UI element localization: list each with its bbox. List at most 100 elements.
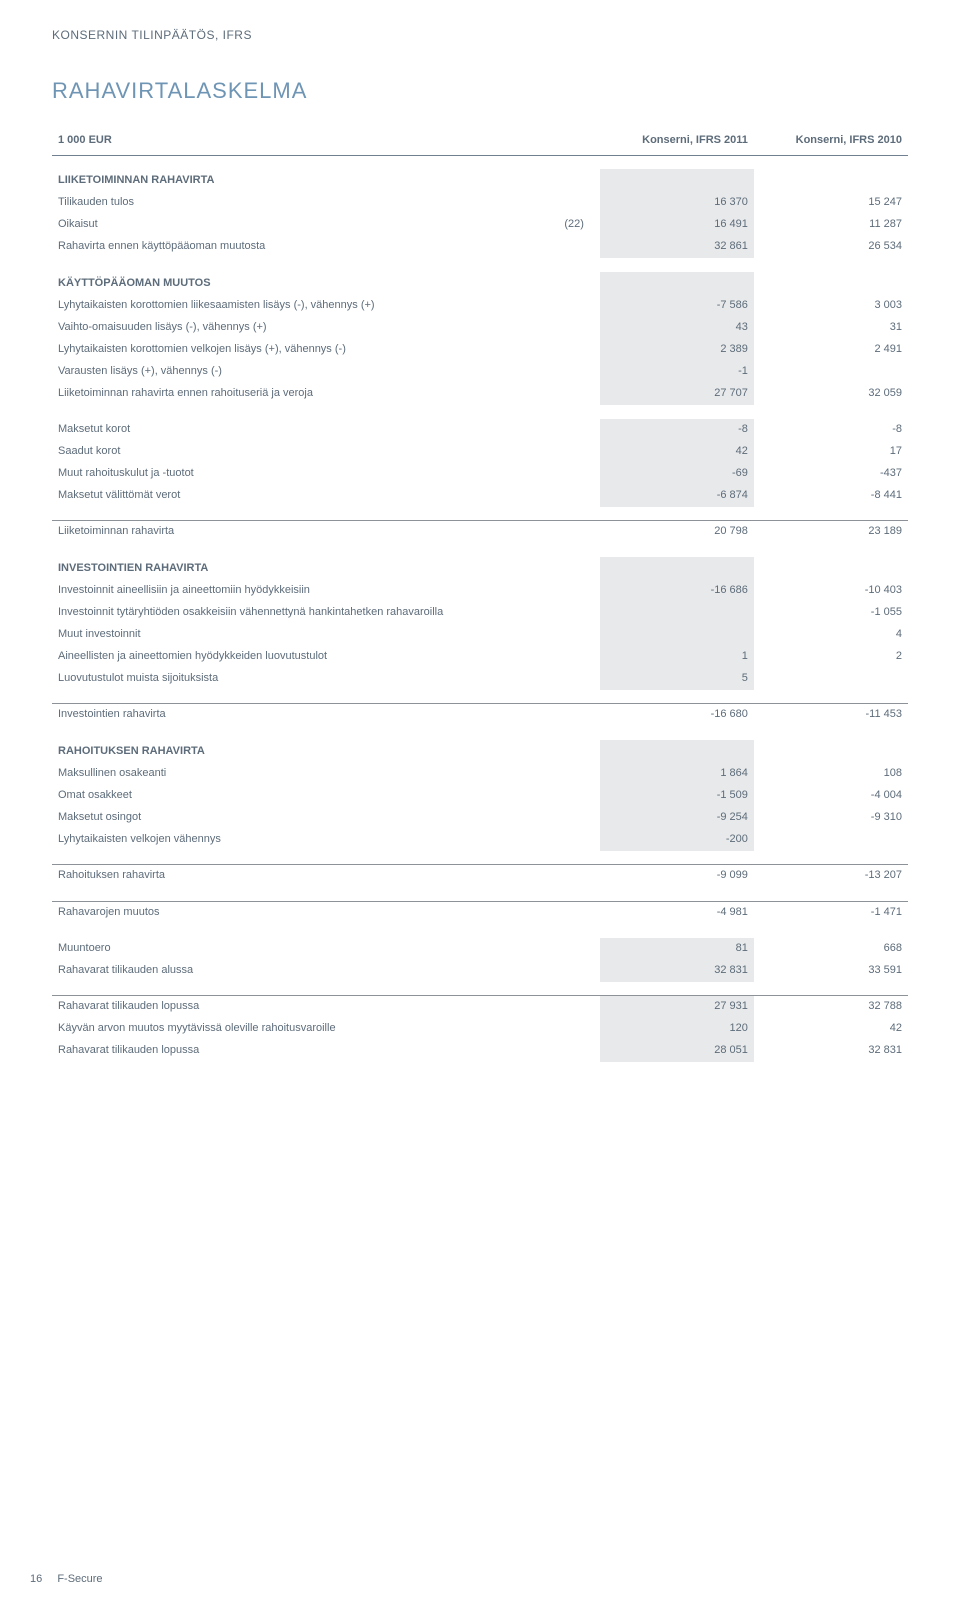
row-value-2011: 27 707 [600,383,754,405]
row-value-2010: 11 287 [754,214,908,236]
row-label: Käyvän arvon muutos myytävissä oleville … [52,1018,548,1040]
row-value-2011: -6 874 [600,485,754,507]
table-row: Muuntoero81668 [52,938,908,960]
table-row: Käyvän arvon muutos myytävissä oleville … [52,1018,908,1040]
row-value-2011: 16 491 [600,214,754,236]
row-value-2010 [754,668,908,690]
spacer-row [52,258,908,272]
row-value-2010: -1 471 [754,901,908,923]
table-row: Investoinnit aineellisiin ja aineettomii… [52,580,908,602]
row-label: Varausten lisäys (+), vähennys (-) [52,361,548,383]
table-row: Maksetut osingot-9 254-9 310 [52,807,908,829]
row-label: Muut rahoituskulut ja -tuotot [52,463,548,485]
row-note [548,704,599,726]
row-label: Rahavarat tilikauden lopussa [52,1040,548,1062]
row-value-2011: -7 586 [600,295,754,317]
table-row: Liiketoiminnan rahavirta20 79823 189 [52,521,908,543]
row-note [548,785,599,807]
spacer-row [52,155,908,169]
row-value-2011: 5 [600,668,754,690]
row-note [548,624,599,646]
table-row: Lyhytaikaisten korottomien liikesaamiste… [52,295,908,317]
row-note [548,580,599,602]
row-label: Maksetut välittömät verot [52,485,548,507]
row-value-2011: -16 680 [600,704,754,726]
row-value-2011: 20 798 [600,521,754,543]
section-eyebrow: KONSERNIN TILINPÄÄTÖS, IFRS [52,28,908,42]
spacer-row [52,507,908,521]
row-note [548,521,599,543]
row-note [548,646,599,668]
row-label: Liiketoiminnan rahavirta [52,521,548,543]
row-value-2010: -1 055 [754,602,908,624]
spacer-row [52,887,908,901]
row-note [548,668,599,690]
row-note [548,441,599,463]
row-label: Investointien rahavirta [52,704,548,726]
row-note [548,192,599,214]
row-value-2010: -437 [754,463,908,485]
row-value-2011: 43 [600,317,754,339]
row-note [548,865,599,887]
row-value-2011: 28 051 [600,1040,754,1062]
row-note [548,485,599,507]
row-label: Rahavarat tilikauden alussa [52,960,548,982]
row-value-2010: 2 [754,646,908,668]
footer-brand: F-Secure [57,1573,102,1585]
row-label: Investoinnit aineellisiin ja aineettomii… [52,580,548,602]
row-label: Maksullinen osakeanti [52,763,548,785]
row-label: Tilikauden tulos [52,192,548,214]
page-footer: 16 F-Secure [30,1573,103,1585]
table-row: Investoinnit tytäryhtiöden osakkeisiin v… [52,602,908,624]
row-value-2010: 33 591 [754,960,908,982]
row-value-2010: 32 059 [754,383,908,405]
row-value-2010: -9 310 [754,807,908,829]
row-value-2010: 15 247 [754,192,908,214]
col-label: 1 000 EUR [52,130,548,155]
section-header: INVESTOINTIEN RAHAVIRTA [52,557,908,580]
table-row: Tilikauden tulos16 37015 247 [52,192,908,214]
row-value-2010: -11 453 [754,704,908,726]
table-body: LIIKETOIMINNAN RAHAVIRTATilikauden tulos… [52,155,908,1061]
row-value-2011: -69 [600,463,754,485]
row-label: Liiketoiminnan rahavirta ennen rahoituse… [52,383,548,405]
table-row: Luovutustulot muista sijoituksista5 [52,668,908,690]
section-header-label: LIIKETOIMINNAN RAHAVIRTA [52,169,548,192]
row-note [548,1040,599,1062]
row-value-2010 [754,829,908,851]
page: KONSERNIN TILINPÄÄTÖS, IFRS RAHAVIRTALAS… [0,0,960,1607]
row-value-2010: 42 [754,1018,908,1040]
spacer-row [52,543,908,557]
table-row: Rahavarat tilikauden lopussa28 05132 831 [52,1040,908,1062]
section-header: KÄYTTÖPÄÄOMAN MUUTOS [52,272,908,295]
row-note: (22) [548,214,599,236]
table-row: Maksullinen osakeanti1 864108 [52,763,908,785]
table-row: Rahavarat tilikauden alussa32 83133 591 [52,960,908,982]
row-value-2010: -8 441 [754,485,908,507]
row-value-2011: 27 931 [600,996,754,1018]
row-note [548,996,599,1018]
row-value-2010: -4 004 [754,785,908,807]
row-label: Muut investoinnit [52,624,548,646]
table-row: Lyhytaikaisten korottomien velkojen lisä… [52,339,908,361]
table-row: Saadut korot4217 [52,441,908,463]
row-value-2010: 17 [754,441,908,463]
table-row: Oikaisut(22)16 49111 287 [52,214,908,236]
row-label: Lyhytaikaisten velkojen vähennys [52,829,548,851]
table-row: Liiketoiminnan rahavirta ennen rahoituse… [52,383,908,405]
row-label: Saadut korot [52,441,548,463]
row-label: Rahavirta ennen käyttöpääoman muutosta [52,236,548,258]
section-header-label: KÄYTTÖPÄÄOMAN MUUTOS [52,272,548,295]
table-row: Omat osakkeet-1 509-4 004 [52,785,908,807]
section-header-label: INVESTOINTIEN RAHAVIRTA [52,557,548,580]
row-value-2011 [600,624,754,646]
row-value-2010: 26 534 [754,236,908,258]
row-value-2010: 108 [754,763,908,785]
row-value-2010: -8 [754,419,908,441]
row-note [548,938,599,960]
row-value-2011: 32 861 [600,236,754,258]
row-label: Investoinnit tytäryhtiöden osakkeisiin v… [52,602,548,624]
section-header: RAHOITUKSEN RAHAVIRTA [52,740,908,763]
row-value-2010: 2 491 [754,339,908,361]
table-row: Rahavirta ennen käyttöpääoman muutosta 32… [52,236,908,258]
